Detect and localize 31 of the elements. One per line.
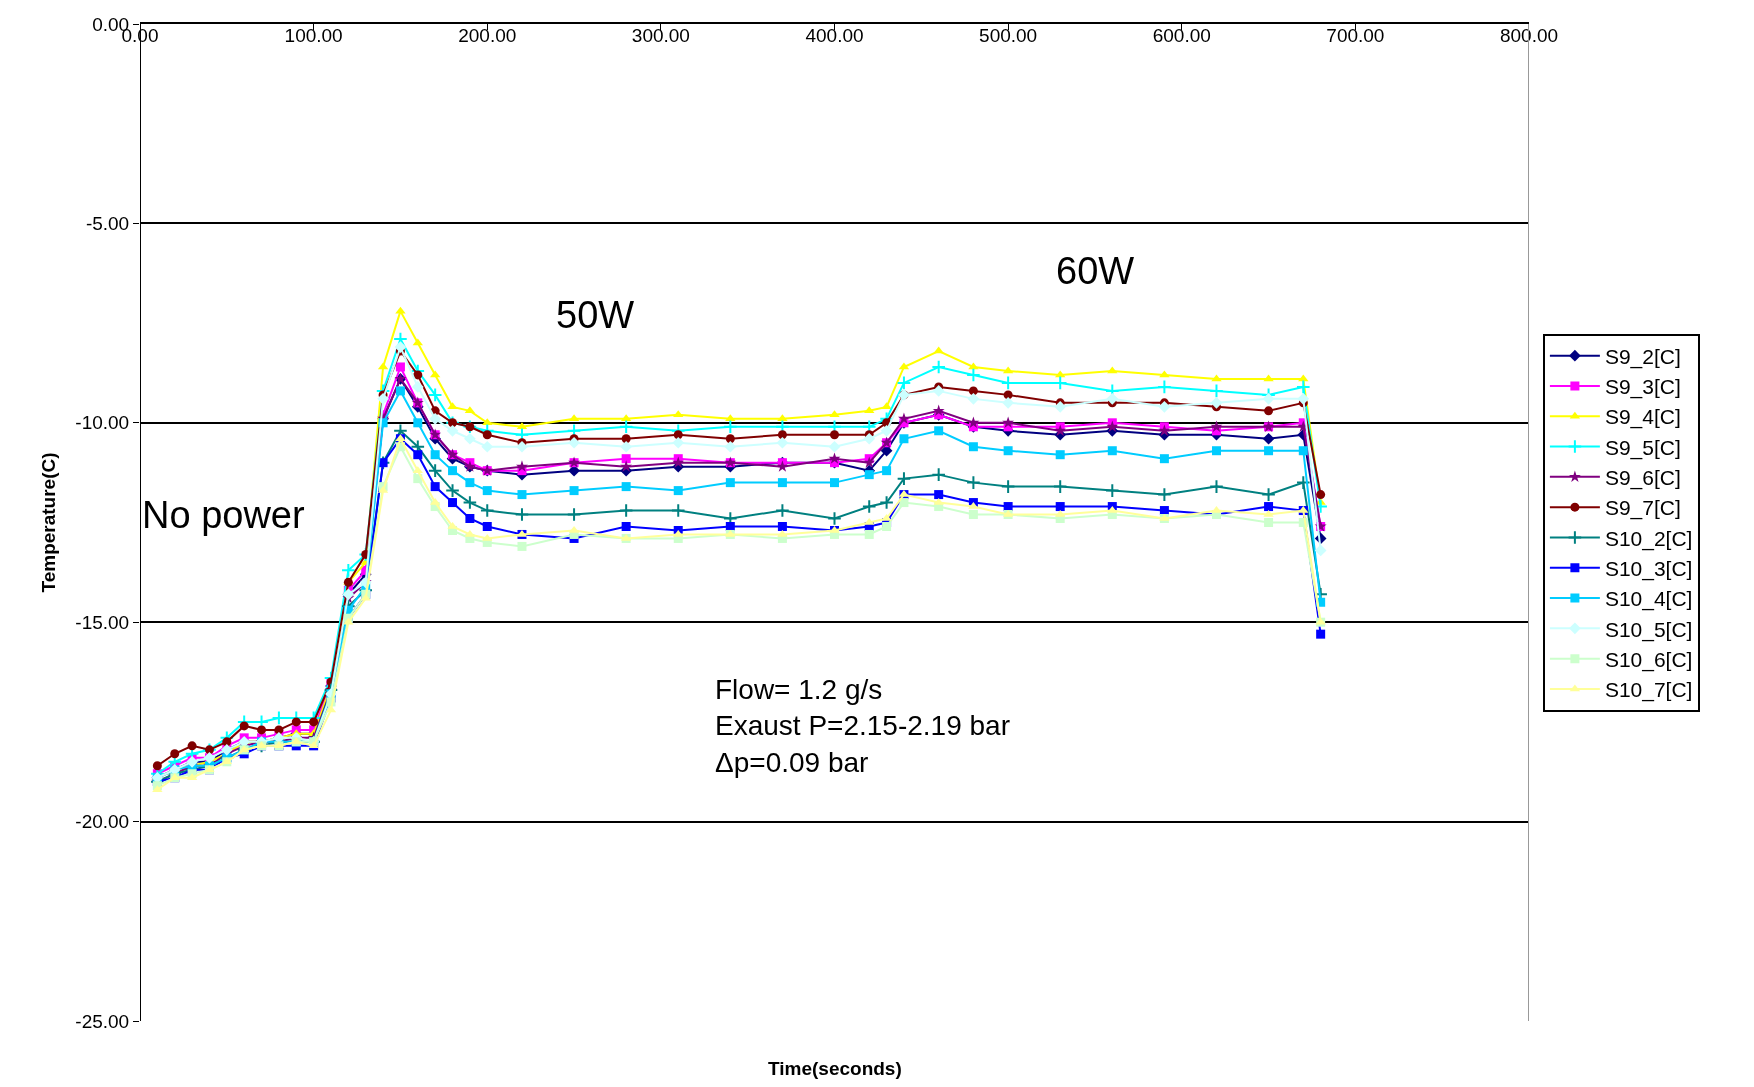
legend-label: S10_4[C] [1604,587,1693,612]
x-tick-label: 500.00 [979,25,1038,47]
legend-label: S10_7[C] [1604,678,1693,703]
legend-label: S9_2[C] [1604,344,1681,369]
annotation: 50W [556,294,635,336]
legend-label: S9_4[C] [1604,405,1681,430]
annotation: 60W [1056,250,1135,292]
y-tick-label: -25.00 [75,1010,130,1032]
x-tick-label: 600.00 [1152,25,1211,47]
legend-label: S10_3[C] [1604,556,1693,581]
x-tick-label: 700.00 [1326,25,1385,47]
legend-label: S9_3[C] [1604,375,1681,400]
legend-label: S10_2[C] [1604,526,1693,551]
legend-label: S10_5[C] [1604,617,1693,642]
annotation: No power [142,494,305,536]
legend-label: S9_6[C] [1604,466,1681,491]
y-tick-label: -10.00 [75,412,130,434]
x-tick-label: 400.00 [805,25,864,47]
x-tick-label: 800.00 [1499,25,1559,47]
x-tick-label: 300.00 [631,25,690,47]
y-tick-label: -20.00 [75,811,130,833]
annotation: Flow= 1.2 g/s Exaust P=2.15-2.19 bar Δp=0.09 bar [715,674,1010,778]
legend-label: S10_6[C] [1604,647,1693,672]
x-tick-label: 100.00 [284,25,343,47]
legend-label: S9_7[C] [1604,496,1681,521]
y-tick-label: -5.00 [85,213,130,235]
x-tick-label: 200.00 [458,25,517,47]
y-tick-label: -15.00 [75,611,130,633]
y-axis-title: Temperature(C) [38,452,60,593]
legend-label: S9_5[C] [1604,435,1681,460]
x-axis-title: Time(seconds) [768,1058,902,1079]
